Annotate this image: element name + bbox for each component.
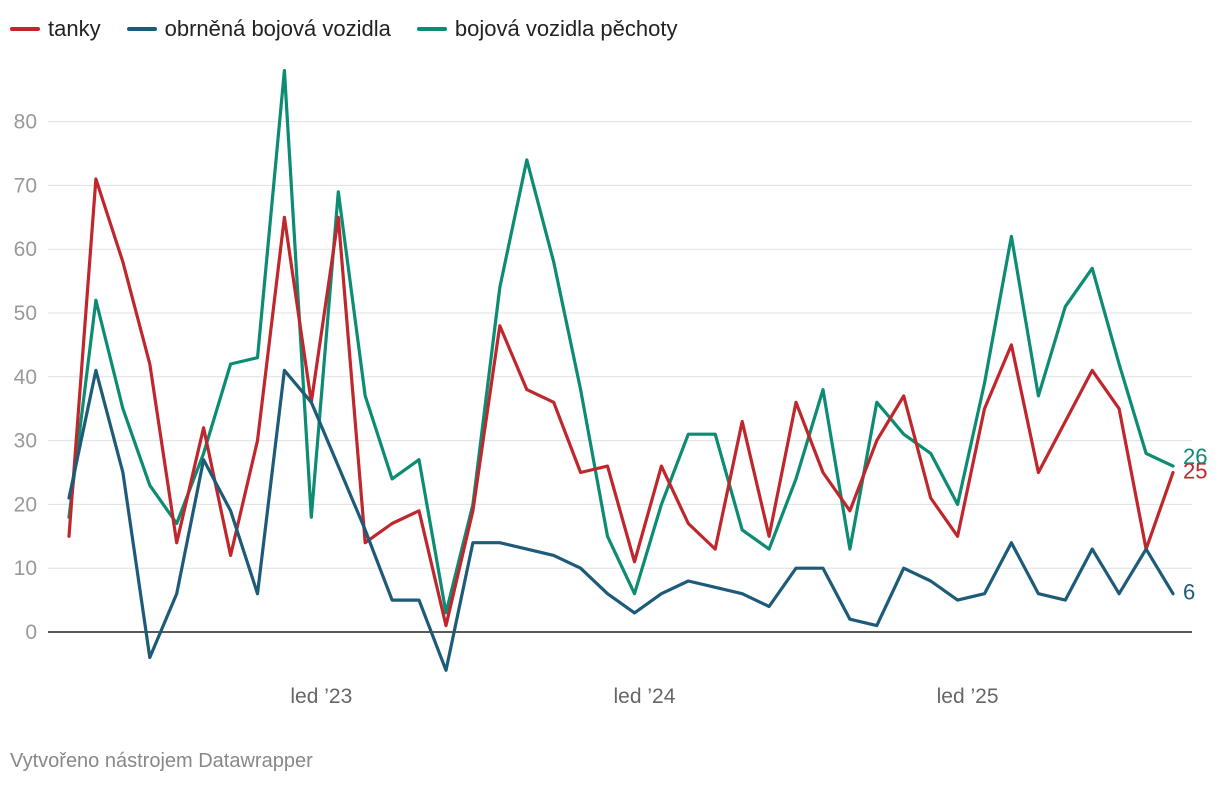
series-line-0 — [67, 177, 1175, 628]
x-tick-label-0: led ’23 — [290, 685, 352, 708]
series-end-labels: 25 6 26 — [1183, 444, 1207, 605]
y-tick-label-40: 40 — [14, 366, 37, 389]
x-tick-label-1: led ’24 — [614, 685, 676, 708]
chart-legend: tanky obrněná bojová vozidla bojová vozi… — [10, 16, 677, 42]
series-lines — [67, 68, 1175, 672]
legend-item-tanky: tanky — [10, 16, 101, 42]
series-line-2 — [67, 68, 1175, 615]
y-tick-label-50: 50 — [14, 302, 37, 325]
legend-item-pechoty: bojová vozidla pěchoty — [416, 16, 678, 42]
legend-swatch-tanky — [10, 27, 40, 31]
legend-label-obrnena: obrněná bojová vozidla — [164, 16, 391, 41]
y-axis-ticks: 0 10 20 30 40 50 60 70 80 — [14, 111, 37, 644]
end-label-1: 6 — [1183, 580, 1195, 605]
end-label-0: 25 — [1183, 459, 1207, 484]
y-tick-label-80: 80 — [14, 111, 37, 134]
x-axis-ticks: led ’23 led ’24 led ’25 — [290, 685, 998, 708]
legend-swatch-obrnena — [126, 27, 157, 31]
legend-label-tanky: tanky — [48, 16, 101, 41]
legend-swatch-pechoty — [416, 27, 447, 31]
series-line-1 — [67, 368, 1175, 672]
legend-item-obrnena: obrněná bojová vozidla — [126, 16, 391, 42]
legend-label-pechoty: bojová vozidla pěchoty — [454, 16, 678, 41]
y-tick-label-70: 70 — [14, 174, 37, 197]
end-label-2: 26 — [1183, 444, 1207, 469]
y-tick-label-30: 30 — [14, 430, 37, 453]
y-tick-label-60: 60 — [14, 238, 37, 261]
y-tick-label-10: 10 — [14, 557, 37, 580]
y-tick-label-0: 0 — [25, 621, 37, 644]
x-tick-label-2: led ’25 — [937, 685, 999, 708]
y-tick-label-20: 20 — [14, 493, 37, 516]
gridlines — [48, 121, 1192, 569]
chart-credit: Vytvořeno nástrojem Datawrapper — [10, 750, 313, 772]
